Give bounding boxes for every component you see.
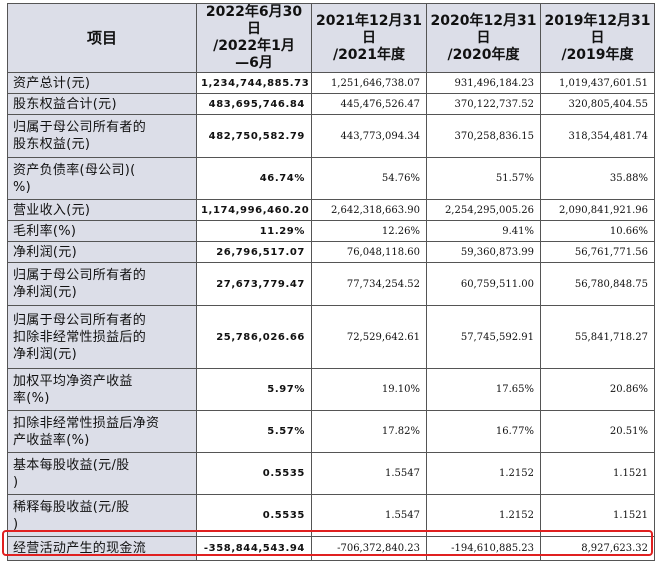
row-value-col2: 77,734,254.52 xyxy=(311,262,427,306)
table-row: 经营活动产生的现金流 -358,844,543.94 -706,372,840.23… xyxy=(7,536,655,561)
row-value-col3: 60,759,511.00 xyxy=(426,262,541,306)
row-value-col4: 8,927,623.32 xyxy=(540,536,655,561)
row-value-col4: 320,805,404.55 xyxy=(540,93,655,115)
row-value-col3: 1.2152 xyxy=(426,452,541,495)
header-2021: 2021年12月31日/2021年度 xyxy=(311,3,427,73)
row-value-col4: 55,841,718.27 xyxy=(540,305,655,369)
row-value-col1: 1,174,996,460.20 xyxy=(196,199,312,221)
row-value-col2: 1.5547 xyxy=(311,494,427,537)
row-value-col1: 27,673,779.47 xyxy=(196,262,312,306)
row-value-col3: 9.41% xyxy=(426,220,541,242)
row-value-col4: 20.86% xyxy=(540,368,655,411)
row-value-col4: 10.66% xyxy=(540,220,655,242)
row-label: 归属于母公司所有者的 股东权益(元) xyxy=(7,114,197,158)
table-row: 归属于母公司所有者的 扣除非经常性损益后的 净利润(元) 25,786,026.6… xyxy=(7,305,655,369)
row-value-col4: 1,019,437,601.51 xyxy=(540,72,655,94)
row-label: 经营活动产生的现金流 xyxy=(7,536,197,561)
row-value-col1: 5.57% xyxy=(196,410,312,453)
row-value-col4: 35.88% xyxy=(540,157,655,200)
table-row: 毛利率(%) 11.29% 12.26% 9.41% 10.66% xyxy=(7,220,655,242)
row-value-col4: 56,761,771.56 xyxy=(540,241,655,263)
row-value-col1: 26,796,517.07 xyxy=(196,241,312,263)
table-row: 加权平均净资产收益 率(%) 5.97% 19.10% 17.65% 20.86% xyxy=(7,368,655,411)
table-row: 扣除非经常性损益后净资 产收益率(%) 5.57% 17.82% 16.77% 20.5… xyxy=(7,410,655,453)
table-row: 基本每股收益(元/股 ) 0.5535 1.5547 1.2152 1.1521 xyxy=(7,452,655,495)
row-value-col2: 72,529,642.61 xyxy=(311,305,427,369)
row-value-col1: 0.5535 xyxy=(196,494,312,537)
row-label: 股东权益合计(元) xyxy=(7,93,197,115)
row-value-col1: 0.5535 xyxy=(196,452,312,495)
row-value-col1: 5.97% xyxy=(196,368,312,411)
table-row: 归属于母公司所有者的 股东权益(元) 482,750,582.79 443,773,… xyxy=(7,114,655,158)
table-row: 归属于母公司所有者的 净利润(元) 27,673,779.47 77,734,254… xyxy=(7,262,655,306)
row-value-col4: 1.1521 xyxy=(540,494,655,537)
row-value-col1: 25,786,026.66 xyxy=(196,305,312,369)
row-value-col3: 931,496,184.23 xyxy=(426,72,541,94)
row-value-col4: 20.51% xyxy=(540,410,655,453)
financial-table-container: 项目 2022年6月30日/2022年1月 —6月 2021年12月31日/202… xyxy=(7,3,655,561)
row-label: 资产总计(元) xyxy=(7,72,197,94)
row-label: 加权平均净资产收益 率(%) xyxy=(7,368,197,411)
row-value-col4: 2,090,841,921.96 xyxy=(540,199,655,221)
row-value-col2: 1,251,646,738.07 xyxy=(311,72,427,94)
row-label: 扣除非经常性损益后净资 产收益率(%) xyxy=(7,410,197,453)
table-row: 营业收入(元) 1,174,996,460.20 2,642,318,663.90 2… xyxy=(7,199,655,221)
table-row: 稀释每股收益(元/股 ) 0.5535 1.5547 1.2152 1.1521 xyxy=(7,494,655,537)
row-value-col2: 17.82% xyxy=(311,410,427,453)
row-value-col4: 318,354,481.74 xyxy=(540,114,655,158)
row-value-col3: 370,122,737.52 xyxy=(426,93,541,115)
row-label: 毛利率(%) xyxy=(7,220,197,242)
row-value-col2: 445,476,526.47 xyxy=(311,93,427,115)
row-label: 基本每股收益(元/股 ) xyxy=(7,452,197,495)
row-value-col3: 57,745,592.91 xyxy=(426,305,541,369)
row-value-col1: 11.29% xyxy=(196,220,312,242)
row-label: 资产负债率(母公司)( %) xyxy=(7,157,197,200)
row-label: 营业收入(元) xyxy=(7,199,197,221)
table-row: 净利润(元) 26,796,517.07 76,048,118.60 59,360,8… xyxy=(7,241,655,263)
header-item: 项目 xyxy=(7,3,197,73)
row-value-col2: 1.5547 xyxy=(311,452,427,495)
header-2022h1: 2022年6月30日/2022年1月 —6月 xyxy=(196,3,312,73)
row-value-col4: 1.1521 xyxy=(540,452,655,495)
row-value-col2: 19.10% xyxy=(311,368,427,411)
row-label: 归属于母公司所有者的 净利润(元) xyxy=(7,262,197,306)
table-row: 资产总计(元) 1,234,744,885.73 1,251,646,738.07 9… xyxy=(7,72,655,94)
row-value-col3: 16.77% xyxy=(426,410,541,453)
table-row: 股东权益合计(元) 483,695,746.84 445,476,526.47 370… xyxy=(7,93,655,115)
row-value-col3: -194,610,885.23 xyxy=(426,536,541,561)
row-value-col3: 51.57% xyxy=(426,157,541,200)
row-value-col1: 1,234,744,885.73 xyxy=(196,72,312,94)
row-value-col3: 59,360,873.99 xyxy=(426,241,541,263)
table-header-row: 项目 2022年6月30日/2022年1月 —6月 2021年12月31日/202… xyxy=(7,3,655,73)
row-value-col3: 17.65% xyxy=(426,368,541,411)
row-value-col4: 56,780,848.75 xyxy=(540,262,655,306)
row-value-col2: -706,372,840.23 xyxy=(311,536,427,561)
row-value-col1: 482,750,582.79 xyxy=(196,114,312,158)
row-value-col1: 483,695,746.84 xyxy=(196,93,312,115)
table-row: 资产负债率(母公司)( %) 46.74% 54.76% 51.57% 35.88% xyxy=(7,157,655,200)
header-2020: 2020年12月31日/2020年度 xyxy=(426,3,541,73)
row-value-col2: 54.76% xyxy=(311,157,427,200)
row-value-col2: 2,642,318,663.90 xyxy=(311,199,427,221)
row-value-col3: 370,258,836.15 xyxy=(426,114,541,158)
row-label: 归属于母公司所有者的 扣除非经常性损益后的 净利润(元) xyxy=(7,305,197,369)
row-value-col2: 76,048,118.60 xyxy=(311,241,427,263)
row-value-col2: 12.26% xyxy=(311,220,427,242)
row-value-col2: 443,773,094.34 xyxy=(311,114,427,158)
row-label: 稀释每股收益(元/股 ) xyxy=(7,494,197,537)
row-value-col3: 2,254,295,005.26 xyxy=(426,199,541,221)
financial-indicators-table: 项目 2022年6月30日/2022年1月 —6月 2021年12月31日/202… xyxy=(7,3,655,561)
row-value-col1: -358,844,543.94 xyxy=(196,536,312,561)
row-value-col1: 46.74% xyxy=(196,157,312,200)
row-label: 净利润(元) xyxy=(7,241,197,263)
header-2019: 2019年12月31日/2019年度 xyxy=(540,3,655,73)
row-value-col3: 1.2152 xyxy=(426,494,541,537)
